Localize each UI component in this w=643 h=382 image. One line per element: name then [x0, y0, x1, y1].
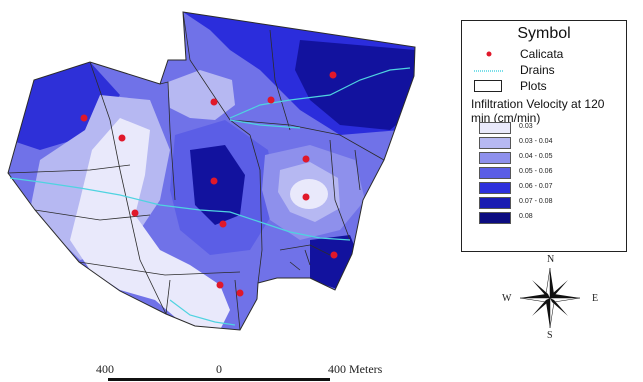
region-outline [7, 11, 416, 331]
calicata-point [329, 71, 337, 79]
ramp-label: 0.03 - 0.04 [519, 138, 553, 145]
ramp-label: 0.03 [519, 123, 533, 130]
calicata-point [80, 114, 88, 122]
calicata-point [210, 98, 218, 106]
legend-plots-label: Plots [520, 79, 547, 93]
drain-north [229, 67, 411, 119]
ramp-label: 0.08 [519, 213, 533, 220]
ramp-swatch [479, 167, 511, 179]
calicata-point [219, 220, 227, 228]
calicata-point [267, 96, 275, 104]
calicata-point [302, 193, 310, 201]
compass-rose-icon [519, 267, 581, 329]
zone-top-light [168, 70, 235, 120]
legend-infiltration-title: Infiltration Velocity at 120 min (cm/min… [471, 97, 605, 125]
plots-symbol-icon [474, 80, 502, 92]
calicata-point [131, 209, 139, 217]
infiltration-zones [8, 12, 415, 330]
scale-bar: 400 0 400 Meters [0, 360, 643, 382]
compass-e-label: E [592, 293, 599, 304]
zone-center-dark [190, 145, 245, 225]
calicata-point [210, 177, 218, 185]
calicata-point [302, 155, 310, 163]
zone-plume-light [70, 118, 230, 330]
ramp-label: 0.04 - 0.05 [519, 153, 553, 160]
drain-main [9, 177, 351, 241]
ramp-label: 0.05 - 0.06 [519, 168, 553, 175]
ramp-swatch [479, 212, 511, 224]
legend-drains-label: Drains [520, 63, 555, 77]
ramp-label: 0.07 - 0.08 [519, 198, 553, 205]
legend-title: Symbol [517, 25, 571, 42]
compass-w-label: W [502, 293, 512, 304]
ramp-swatch [479, 197, 511, 209]
map-legend: Symbol Calicata Drains Plots Infiltratio… [461, 20, 627, 252]
drain-east-spur [229, 119, 301, 129]
ramp-label: 0.06 - 0.07 [519, 183, 553, 190]
zone-east-core [290, 179, 328, 209]
north-arrow: N S E W [502, 254, 598, 343]
zone-northeast-darkest [295, 40, 415, 130]
drains [9, 67, 411, 326]
scale-right-label: 400 Meters [328, 362, 383, 376]
plot-boundaries [8, 12, 385, 330]
drain-symbol-icon [474, 70, 504, 72]
calicata-point [330, 251, 338, 259]
ramp-swatch [479, 152, 511, 164]
scale-center-label: 0 [216, 362, 222, 376]
calicata-point [118, 134, 126, 142]
calicata-points [80, 71, 338, 297]
calicata-point [236, 289, 244, 297]
ramp-swatch [479, 122, 511, 134]
calicata-symbol-icon [486, 51, 492, 57]
ramp-swatch [479, 137, 511, 149]
ramp-swatch [479, 182, 511, 194]
compass-n-label: N [547, 254, 555, 265]
calicata-point [216, 281, 224, 289]
drain-south [169, 299, 236, 326]
legend-calicata-label: Calicata [520, 47, 564, 61]
scale-line [108, 378, 330, 381]
infiltration-map [7, 11, 416, 331]
compass-s-label: S [547, 330, 553, 341]
scale-left-label: 400 [96, 362, 114, 376]
